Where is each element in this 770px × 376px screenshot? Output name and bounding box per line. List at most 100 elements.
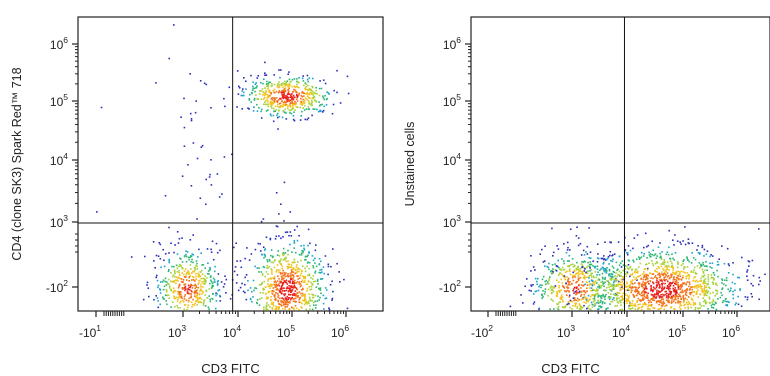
data-point bbox=[271, 83, 273, 85]
data-point bbox=[276, 264, 279, 266]
data-point bbox=[293, 294, 296, 297]
data-point bbox=[598, 285, 601, 288]
data-point bbox=[258, 304, 261, 306]
data-point bbox=[676, 283, 678, 286]
data-point bbox=[563, 243, 565, 245]
data-point bbox=[676, 240, 679, 242]
data-point bbox=[641, 285, 644, 287]
data-point bbox=[583, 277, 586, 280]
data-point bbox=[204, 305, 207, 307]
data-point bbox=[638, 282, 641, 284]
data-point bbox=[305, 298, 307, 301]
data-point bbox=[627, 252, 629, 254]
data-point bbox=[285, 287, 288, 290]
data-point bbox=[586, 290, 588, 292]
data-point bbox=[687, 242, 690, 244]
data-point bbox=[734, 282, 736, 285]
data-point bbox=[551, 264, 554, 266]
data-point bbox=[674, 301, 677, 304]
data-point bbox=[524, 285, 526, 288]
data-point bbox=[614, 285, 616, 288]
y-tick-label: -102 bbox=[439, 278, 461, 295]
data-point bbox=[258, 271, 260, 273]
data-point bbox=[610, 259, 612, 262]
data-point bbox=[603, 285, 605, 288]
data-point bbox=[675, 273, 677, 275]
data-point bbox=[631, 268, 633, 270]
data-point bbox=[638, 258, 641, 260]
data-point bbox=[293, 111, 295, 113]
data-point bbox=[278, 110, 280, 112]
data-point bbox=[285, 83, 288, 85]
data-point bbox=[238, 87, 241, 89]
data-point bbox=[260, 271, 263, 273]
data-point bbox=[304, 275, 307, 278]
data-point bbox=[164, 195, 167, 197]
data-point bbox=[561, 299, 564, 301]
data-point bbox=[561, 282, 563, 284]
data-point bbox=[265, 271, 268, 273]
data-point bbox=[283, 80, 286, 83]
data-point bbox=[549, 308, 551, 310]
data-point bbox=[289, 103, 291, 105]
data-point bbox=[598, 287, 601, 289]
data-point bbox=[592, 297, 594, 300]
data-point bbox=[233, 246, 235, 249]
data-point bbox=[291, 277, 294, 280]
data-point bbox=[331, 280, 333, 283]
data-point bbox=[283, 274, 285, 276]
data-point bbox=[732, 293, 734, 296]
data-point bbox=[633, 304, 635, 307]
data-point bbox=[264, 248, 267, 250]
data-point bbox=[566, 249, 569, 251]
data-point bbox=[280, 281, 282, 283]
data-point bbox=[311, 308, 314, 311]
data-point bbox=[201, 269, 203, 272]
data-point bbox=[709, 292, 712, 295]
data-point bbox=[284, 273, 286, 276]
data-point bbox=[279, 105, 282, 108]
data-point bbox=[577, 279, 580, 282]
data-point bbox=[566, 289, 569, 292]
data-point bbox=[650, 304, 653, 306]
data-point bbox=[287, 267, 289, 270]
data-point bbox=[586, 300, 588, 302]
data-point bbox=[242, 88, 244, 90]
data-point bbox=[674, 287, 676, 289]
data-point bbox=[284, 103, 287, 105]
data-point bbox=[217, 273, 220, 275]
data-point bbox=[634, 305, 637, 308]
data-point bbox=[590, 287, 593, 289]
data-point bbox=[647, 277, 649, 280]
data-point bbox=[650, 305, 653, 307]
data-point bbox=[592, 264, 594, 267]
data-point bbox=[727, 300, 729, 303]
data-point bbox=[190, 272, 193, 274]
data-point bbox=[604, 281, 606, 284]
data-point bbox=[632, 307, 634, 309]
data-point bbox=[296, 83, 298, 86]
data-point bbox=[585, 251, 587, 253]
data-point bbox=[310, 88, 312, 91]
data-point bbox=[262, 292, 264, 294]
data-point bbox=[573, 292, 575, 294]
data-point bbox=[715, 302, 717, 305]
data-point bbox=[560, 289, 562, 291]
data-point bbox=[607, 307, 609, 309]
data-point bbox=[677, 295, 680, 298]
data-point bbox=[663, 263, 665, 265]
data-point bbox=[667, 275, 670, 277]
data-point bbox=[558, 301, 560, 304]
data-point bbox=[286, 95, 288, 97]
data-point bbox=[189, 264, 192, 266]
data-point bbox=[632, 283, 634, 285]
data-point bbox=[284, 87, 287, 89]
data-point bbox=[706, 292, 709, 294]
data-point bbox=[588, 304, 591, 307]
data-point bbox=[567, 277, 570, 280]
data-point bbox=[177, 242, 180, 244]
data-point bbox=[311, 299, 313, 302]
data-point bbox=[672, 239, 674, 241]
data-point bbox=[577, 244, 580, 247]
data-point bbox=[267, 95, 269, 98]
